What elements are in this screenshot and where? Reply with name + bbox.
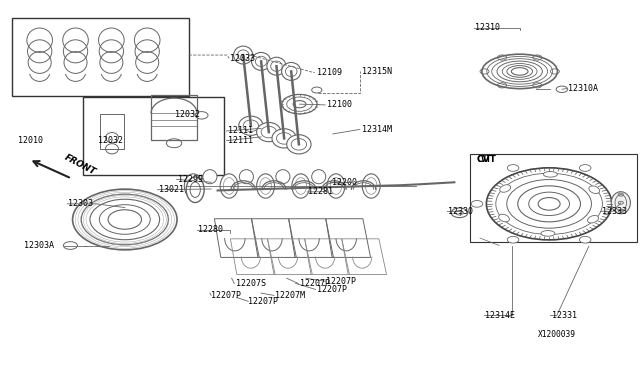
- Ellipse shape: [239, 170, 253, 184]
- Text: X1200039: X1200039: [538, 330, 575, 339]
- Ellipse shape: [276, 170, 290, 184]
- Ellipse shape: [239, 116, 263, 135]
- Bar: [470, 154, 637, 242]
- Bar: [12, 18, 189, 96]
- Ellipse shape: [267, 57, 286, 75]
- Text: 12281: 12281: [308, 187, 333, 196]
- Circle shape: [616, 201, 627, 207]
- Circle shape: [579, 236, 591, 243]
- Text: 12280: 12280: [198, 225, 223, 234]
- Text: 12033: 12033: [230, 54, 255, 63]
- Ellipse shape: [257, 174, 275, 198]
- Ellipse shape: [611, 192, 630, 214]
- Ellipse shape: [203, 170, 217, 184]
- Circle shape: [579, 165, 591, 171]
- Ellipse shape: [543, 171, 557, 177]
- Text: 12330: 12330: [448, 207, 473, 216]
- Ellipse shape: [252, 52, 271, 70]
- Ellipse shape: [292, 174, 310, 198]
- Ellipse shape: [234, 46, 253, 64]
- Ellipse shape: [282, 62, 301, 80]
- Text: FRONT: FRONT: [63, 153, 97, 177]
- Text: 12207P: 12207P: [248, 297, 278, 306]
- Ellipse shape: [186, 177, 204, 202]
- Circle shape: [471, 201, 483, 207]
- Text: 12314M: 12314M: [362, 125, 392, 134]
- Ellipse shape: [312, 170, 326, 184]
- Text: 12207P: 12207P: [300, 279, 330, 288]
- Bar: [151, 95, 197, 140]
- Text: 12207P: 12207P: [211, 291, 241, 300]
- Ellipse shape: [327, 174, 345, 198]
- Text: 12314E: 12314E: [485, 311, 515, 320]
- Text: CVT: CVT: [477, 155, 497, 164]
- Text: 12299: 12299: [178, 175, 203, 184]
- Ellipse shape: [588, 215, 598, 223]
- Circle shape: [508, 236, 519, 243]
- Text: 12032: 12032: [98, 136, 123, 145]
- Ellipse shape: [500, 185, 511, 192]
- Circle shape: [508, 165, 519, 171]
- Text: 12310: 12310: [475, 23, 500, 32]
- Text: 12310A: 12310A: [568, 84, 598, 93]
- Text: 13021: 13021: [159, 185, 184, 194]
- Ellipse shape: [589, 186, 600, 193]
- Text: 12333: 12333: [602, 207, 627, 216]
- Text: 12111: 12111: [228, 136, 253, 145]
- Text: 12010: 12010: [18, 136, 43, 145]
- Text: CVT: CVT: [477, 155, 492, 164]
- Bar: [83, 97, 224, 175]
- Ellipse shape: [257, 122, 281, 142]
- Ellipse shape: [499, 214, 509, 222]
- Text: 12315N: 12315N: [362, 67, 392, 76]
- Text: 12200: 12200: [332, 178, 356, 187]
- Text: 12207S: 12207S: [236, 279, 266, 288]
- Ellipse shape: [220, 174, 238, 198]
- Text: 12331: 12331: [552, 311, 577, 320]
- Text: 12303A: 12303A: [24, 241, 54, 250]
- Ellipse shape: [272, 129, 296, 148]
- Text: 12207P: 12207P: [317, 285, 347, 294]
- Ellipse shape: [184, 174, 202, 198]
- Bar: [100, 113, 124, 149]
- Ellipse shape: [287, 135, 311, 154]
- Ellipse shape: [362, 174, 380, 198]
- Text: 12109: 12109: [317, 68, 342, 77]
- Text: 12111: 12111: [228, 126, 253, 135]
- Ellipse shape: [541, 231, 555, 236]
- Text: 12032: 12032: [175, 110, 200, 119]
- Text: 12207P: 12207P: [326, 277, 356, 286]
- Text: 12303: 12303: [68, 199, 93, 208]
- Text: 12100: 12100: [327, 100, 352, 109]
- Text: 12207M: 12207M: [275, 291, 305, 300]
